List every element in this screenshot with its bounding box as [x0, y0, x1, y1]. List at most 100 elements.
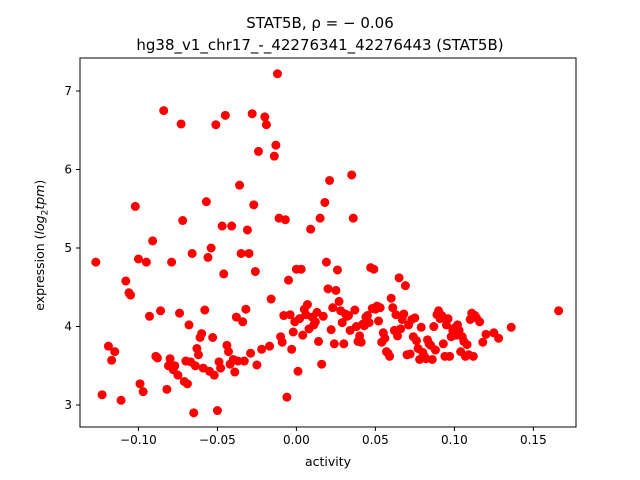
data-point [235, 180, 245, 190]
data-point [394, 273, 404, 283]
data-point [494, 333, 504, 343]
data-point [272, 69, 282, 79]
data-point [315, 213, 325, 223]
y-tick-label: 6 [64, 162, 72, 176]
data-point [331, 285, 341, 295]
data-point [386, 293, 396, 303]
data-point [506, 322, 516, 332]
data-point [152, 353, 162, 363]
data-point [176, 119, 186, 129]
data-point [217, 221, 227, 231]
data-point [246, 348, 256, 358]
x-tick-label: 0.00 [283, 433, 310, 447]
data-point [443, 314, 453, 324]
data-point [326, 325, 336, 335]
data-point [167, 257, 177, 267]
data-point [416, 322, 426, 332]
data-point [323, 284, 333, 294]
data-point [242, 225, 252, 235]
data-point [348, 213, 358, 223]
data-point [347, 170, 357, 180]
data-point [462, 340, 472, 350]
data-point [265, 341, 275, 351]
data-point [410, 313, 420, 323]
data-point [269, 151, 279, 161]
data-point [385, 351, 395, 361]
data-point [260, 112, 270, 122]
data-point [206, 243, 216, 253]
data-point [253, 146, 263, 156]
data-point [339, 339, 349, 349]
data-point [126, 290, 136, 300]
data-point [170, 361, 180, 371]
data-point [310, 317, 320, 327]
data-point [230, 367, 240, 377]
data-point [200, 305, 210, 315]
x-tick-label: 0.05 [362, 433, 389, 447]
x-axis-label: activity [304, 454, 352, 469]
data-point [362, 311, 372, 321]
data-point [445, 351, 455, 361]
chart-subtitle: hg38_v1_chr17_-_42276341_42276443 (STAT5… [136, 36, 504, 54]
data-point [182, 379, 192, 389]
data-point [430, 345, 440, 355]
y-tick-label: 3 [64, 398, 72, 412]
data-point [212, 406, 222, 416]
y-tick-label: 7 [64, 84, 72, 98]
data-point [97, 390, 107, 400]
data-point [396, 324, 406, 334]
data-point [364, 318, 374, 328]
data-point [344, 311, 354, 321]
data-point [247, 109, 257, 119]
data-point [130, 201, 140, 211]
data-point [288, 327, 298, 337]
data-point [159, 106, 169, 116]
data-point [107, 355, 117, 365]
y-axis-label: expression (log2tpm) [31, 179, 51, 311]
data-point [189, 408, 199, 418]
data-point [356, 337, 366, 347]
data-point [216, 363, 226, 373]
data-point [208, 332, 218, 342]
data-point [478, 337, 488, 347]
data-point [257, 344, 267, 354]
data-point [266, 294, 276, 304]
data-point [133, 254, 143, 264]
data-point [388, 303, 398, 313]
data-point [231, 312, 241, 322]
data-point [405, 349, 415, 359]
data-point [110, 347, 120, 357]
data-point [197, 329, 207, 339]
data-point [400, 281, 410, 291]
data-point [318, 311, 328, 321]
data-point [438, 339, 448, 349]
data-point [249, 200, 259, 210]
data-point [184, 320, 194, 330]
data-point [293, 366, 303, 376]
data-point [391, 310, 401, 320]
data-point [261, 120, 271, 130]
data-point [393, 331, 403, 341]
data-point [91, 257, 101, 267]
data-point [302, 300, 312, 310]
data-point [211, 120, 221, 130]
scatter-points [91, 69, 564, 418]
data-point [241, 304, 251, 314]
data-point [411, 336, 421, 346]
data-point [135, 379, 145, 389]
data-point [148, 236, 158, 246]
data-point [468, 351, 478, 361]
data-point [138, 387, 148, 397]
data-point [209, 370, 219, 380]
data-point [238, 317, 248, 327]
data-point [203, 252, 213, 262]
x-tick-label: −0.05 [199, 433, 236, 447]
data-point [219, 269, 229, 279]
data-point [399, 309, 409, 319]
data-point [350, 305, 360, 315]
data-point [201, 197, 211, 207]
data-point [287, 344, 297, 354]
chart-title: STAT5B, ρ = − 0.06 [246, 14, 394, 32]
data-point [475, 317, 485, 327]
data-point [280, 215, 290, 225]
